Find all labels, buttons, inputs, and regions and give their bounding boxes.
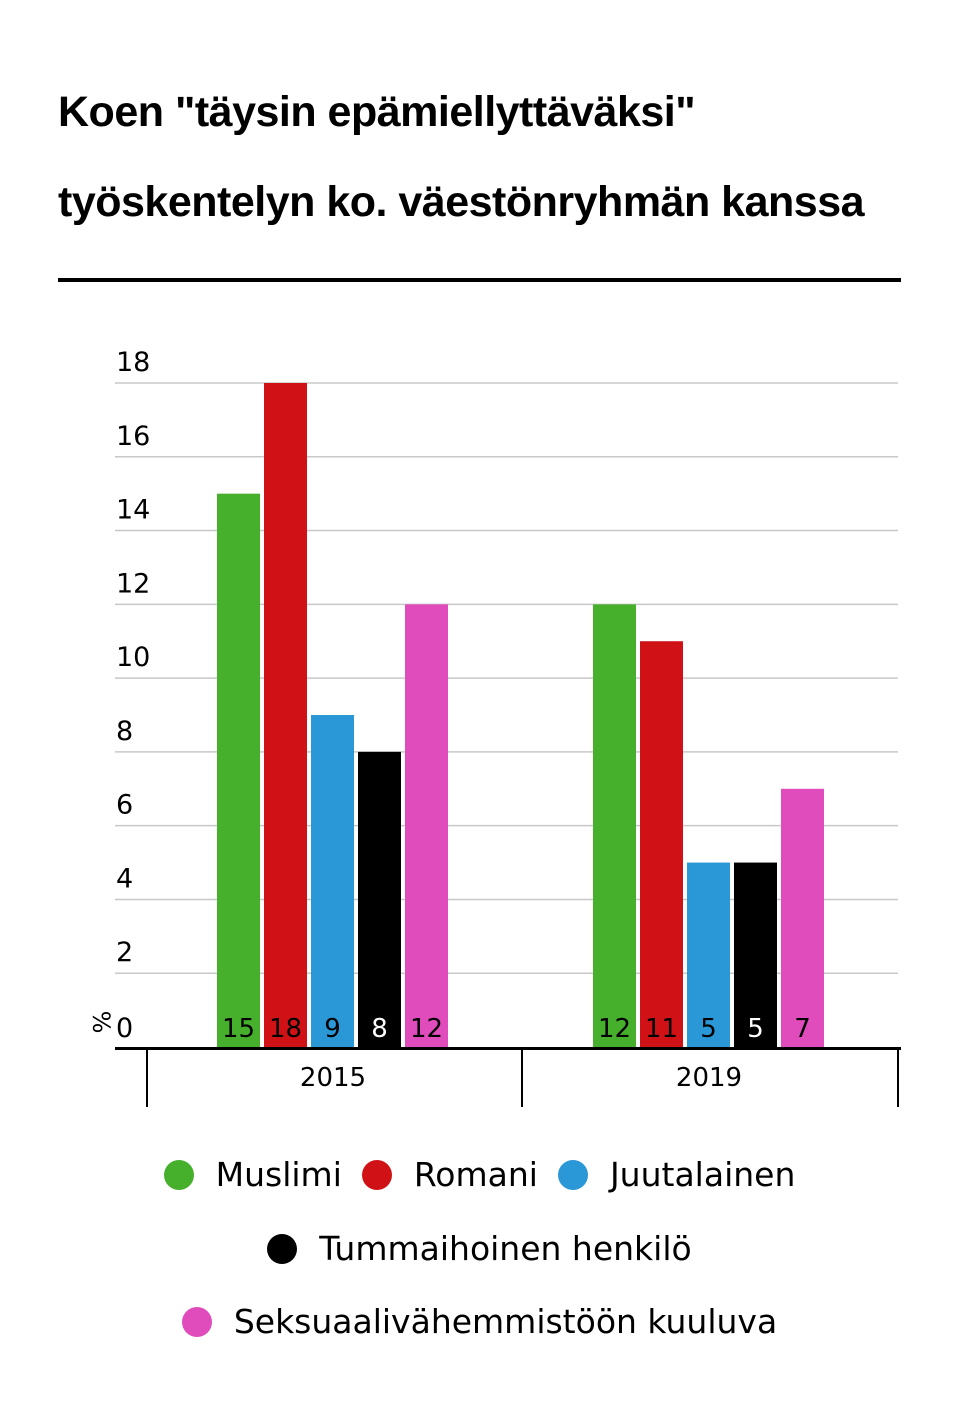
bar xyxy=(405,604,448,1047)
legend-row: Muslimi Romani Juutalainen xyxy=(0,1155,959,1194)
legend-row: Seksuaalivähemmistöön kuuluva xyxy=(0,1302,959,1341)
bar xyxy=(734,862,777,1047)
chart-title-line-1: Koen "täysin epämiellyttäväksi" xyxy=(58,88,696,136)
legend-swatch xyxy=(181,1306,212,1337)
x-tick-label: 2019 xyxy=(676,1063,742,1093)
y-tick-label: 14 xyxy=(116,495,150,526)
legend-item: Seksuaalivähemmistöön kuuluva xyxy=(181,1302,778,1341)
bar xyxy=(640,641,683,1047)
legend-row: Tummaihoinen henkilö xyxy=(0,1229,959,1268)
data-label: 5 xyxy=(747,1014,764,1044)
y-tick-label: 12 xyxy=(116,568,150,599)
legend-label: Seksuaalivähemmistöön kuuluva xyxy=(233,1302,778,1341)
title-divider xyxy=(58,278,901,282)
x-tick-label: 2015 xyxy=(300,1063,366,1093)
data-label: 8 xyxy=(371,1014,388,1044)
legend-swatch xyxy=(163,1159,194,1190)
legend-item: Muslimi xyxy=(163,1155,342,1194)
bar xyxy=(311,715,354,1047)
bar xyxy=(593,604,636,1047)
bar xyxy=(264,383,307,1047)
bar xyxy=(687,862,730,1047)
data-label: 11 xyxy=(645,1014,678,1044)
legend-label: Tummaihoinen henkilö xyxy=(319,1229,692,1268)
y-tick-label: 6 xyxy=(116,790,133,821)
legend-label: Romani xyxy=(413,1155,538,1194)
y-tick-label: 10 xyxy=(116,642,150,673)
data-label: 9 xyxy=(324,1014,341,1044)
y-axis-label: % xyxy=(87,1011,115,1034)
bar xyxy=(781,788,824,1047)
y-tick-label: 16 xyxy=(116,421,150,452)
y-tick-label: 8 xyxy=(116,716,133,747)
bar xyxy=(217,493,260,1047)
legend-label: Juutalainen xyxy=(609,1155,796,1194)
data-label: 7 xyxy=(794,1014,811,1044)
legend-swatch xyxy=(361,1159,392,1190)
data-label: 12 xyxy=(598,1014,631,1044)
legend-swatch xyxy=(267,1233,298,1264)
chart-title-line-2: työskentelyn ko. väestönryhmän kanssa xyxy=(58,178,865,226)
data-label: 5 xyxy=(700,1014,717,1044)
y-tick-label: 18 xyxy=(116,347,150,378)
bar xyxy=(358,751,401,1047)
data-label: 12 xyxy=(410,1014,443,1044)
legend-item: Romani xyxy=(361,1155,538,1194)
data-label: 15 xyxy=(222,1014,255,1044)
legend-swatch xyxy=(557,1159,588,1190)
y-tick-label: 2 xyxy=(116,937,133,968)
y-tick-label: 0 xyxy=(116,1013,133,1044)
legend-item: Juutalainen xyxy=(557,1155,796,1194)
legend-item: Tummaihoinen henkilö xyxy=(267,1229,692,1268)
y-tick-label: 4 xyxy=(116,863,133,894)
data-label: 18 xyxy=(269,1014,302,1044)
legend-label: Muslimi xyxy=(215,1155,342,1194)
